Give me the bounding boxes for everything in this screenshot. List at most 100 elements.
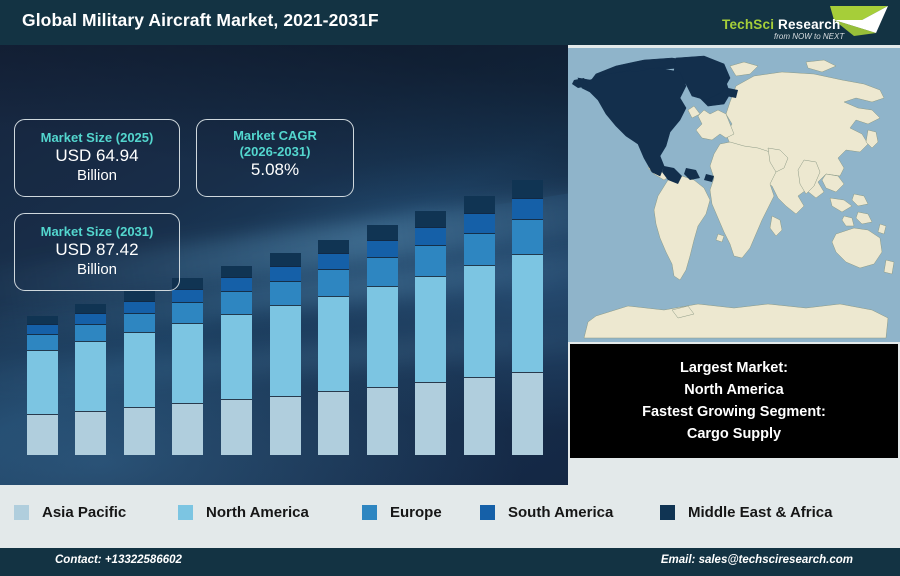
- svg-text:from NOW to NEXT: from NOW to NEXT: [774, 32, 845, 41]
- bar-2030F: [463, 195, 495, 455]
- bar-segment-middle-east-africa: [172, 278, 204, 290]
- bar-segment-europe: [75, 323, 107, 342]
- bar-2027F: [318, 239, 350, 455]
- stat-value: USD 87.42: [55, 240, 139, 259]
- bar-segment-south-america: [366, 240, 398, 258]
- chart-legend: Asia Pacific North America Europe South Ame…: [0, 485, 900, 540]
- stat-label: Market Size (2031): [40, 224, 154, 239]
- footer-bar: Contact: +13322586602 Email: sales@techs…: [0, 548, 900, 576]
- bar-segment-asia-pacific: [220, 399, 252, 455]
- bar-segment-asia-pacific: [123, 407, 155, 455]
- stat-card-market-size-2031: Market Size (2031) USD 87.42 Billion: [14, 213, 180, 291]
- bar-2028F: [366, 225, 398, 455]
- stat-value: USD 64.94: [55, 146, 139, 165]
- bar-segment-north-america: [512, 254, 544, 373]
- legend-item-middle-east-africa[interactable]: Middle East & Africa: [660, 504, 832, 521]
- bar-2026E: [269, 253, 301, 455]
- bar-segment-north-america: [220, 314, 252, 400]
- legend-item-europe[interactable]: Europe: [362, 504, 442, 521]
- bar-segment-north-america: [415, 275, 447, 383]
- bar-2021: [26, 315, 58, 455]
- bar-segment-asia-pacific: [366, 386, 398, 455]
- fastest-segment-value: Cargo Supply: [686, 425, 782, 442]
- bar-segment-south-america: [75, 312, 107, 324]
- bar-segment-middle-east-africa: [415, 210, 447, 227]
- bar-segment-europe: [123, 313, 155, 333]
- bar-segment-south-america: [26, 324, 58, 335]
- bar-segment-north-america: [366, 285, 398, 387]
- legend-swatch-icon: [660, 505, 675, 520]
- bar-segment-south-america: [415, 226, 447, 246]
- bar-segment-europe: [366, 257, 398, 286]
- bar-segment-middle-east-africa: [220, 265, 252, 278]
- legend-label: Middle East & Africa: [688, 504, 833, 521]
- bar-2023: [123, 291, 155, 455]
- stat-label: Market Size (2025): [40, 130, 154, 145]
- svg-text:Research: Research: [778, 17, 840, 32]
- stat-card-market-cagr: Market CAGR (2026-2031) 5.08%: [196, 119, 354, 197]
- bar-segment-south-america: [220, 277, 252, 292]
- bar-segment-asia-pacific: [172, 403, 204, 455]
- stat-value-unit: Billion: [76, 167, 118, 184]
- bar-segment-europe: [26, 334, 58, 351]
- bar-segment-asia-pacific: [75, 410, 107, 455]
- chart-panel: 202120222023202420252026E2027F2028F2029F…: [0, 45, 568, 485]
- bar-segment-north-america: [463, 265, 495, 378]
- bar-segment-north-america: [318, 295, 350, 392]
- bar-segment-asia-pacific: [318, 391, 350, 455]
- bar-2024: [172, 278, 204, 455]
- legend-label: North America: [206, 504, 309, 521]
- legend-swatch-icon: [480, 505, 495, 520]
- bar-segment-north-america: [172, 323, 204, 404]
- bar-segment-europe: [463, 232, 495, 266]
- bar-segment-middle-east-africa: [318, 239, 350, 254]
- map-highlight-north-america: [572, 55, 738, 184]
- techsci-research-logo: TechSci Research from NOW to NEXT: [712, 3, 892, 43]
- legend-swatch-icon: [14, 505, 29, 520]
- page-title: Global Military Aircraft Market, 2021-20…: [22, 10, 379, 30]
- bar-segment-south-america: [463, 212, 495, 233]
- legend-item-asia-pacific[interactable]: Asia Pacific: [14, 504, 126, 521]
- bar-segment-south-america: [123, 301, 155, 314]
- bar-2031F: [512, 180, 544, 455]
- bar-segment-south-america: [269, 265, 301, 281]
- bar-segment-europe: [220, 291, 252, 315]
- bar-segment-middle-east-africa: [512, 180, 544, 199]
- bar-segment-europe: [269, 280, 301, 306]
- bar-segment-north-america: [26, 350, 58, 415]
- bar-segment-europe: [415, 245, 447, 276]
- stat-label: Market CAGR: [233, 128, 317, 143]
- bar-segment-north-america: [75, 341, 107, 411]
- contact-phone: Contact: +13322586602: [55, 554, 182, 566]
- bar-segment-north-america: [269, 305, 301, 396]
- legend-label: South America: [508, 504, 614, 521]
- bar-segment-asia-pacific: [463, 377, 495, 455]
- bar-segment-asia-pacific: [512, 372, 544, 455]
- legend-item-south-america[interactable]: South America: [480, 504, 613, 521]
- svg-text:TechSci: TechSci: [722, 17, 774, 32]
- bar-segment-asia-pacific: [26, 414, 58, 455]
- legend-item-north-america[interactable]: North America: [178, 504, 309, 521]
- stacked-bar-chart: [0, 45, 568, 485]
- bar-segment-middle-east-africa: [366, 225, 398, 241]
- bar-2029F: [415, 210, 447, 455]
- bar-segment-south-america: [318, 253, 350, 270]
- world-map-svg: [568, 48, 900, 342]
- map-landmasses: [583, 59, 895, 339]
- stat-value: 5.08%: [250, 160, 300, 179]
- bar-2025: [220, 265, 252, 455]
- stat-label-period: (2026-2031): [239, 144, 311, 159]
- bar-segment-middle-east-africa: [123, 291, 155, 302]
- bar-segment-asia-pacific: [269, 395, 301, 455]
- legend-swatch-icon: [178, 505, 193, 520]
- bar-segment-middle-east-africa: [269, 253, 301, 266]
- bar-segment-asia-pacific: [415, 382, 447, 455]
- logo-svg: TechSci Research from NOW to NEXT: [722, 6, 888, 41]
- bar-segment-south-america: [172, 289, 204, 303]
- stat-value-unit: Billion: [76, 261, 118, 278]
- bar-segment-europe: [512, 219, 544, 255]
- bar-segment-south-america: [512, 198, 544, 220]
- bar-segment-middle-east-africa: [463, 195, 495, 213]
- legend-label: Asia Pacific: [42, 504, 127, 521]
